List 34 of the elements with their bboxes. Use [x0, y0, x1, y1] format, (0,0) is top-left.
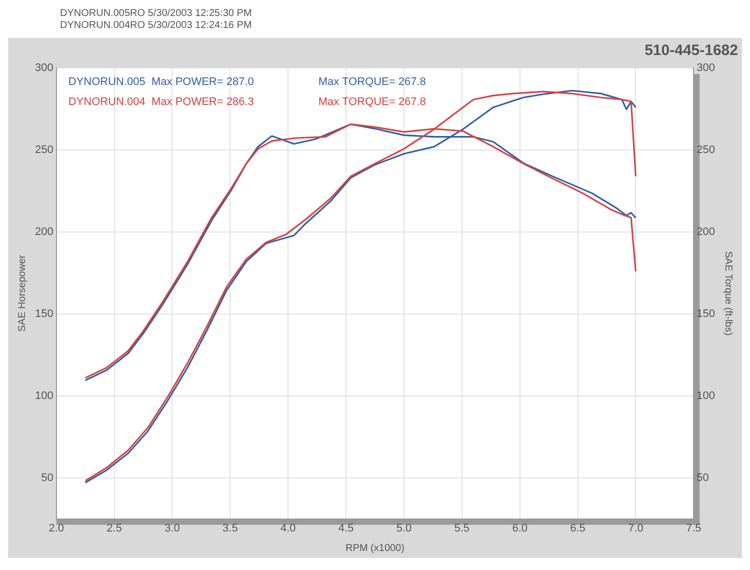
y-tick-label: 50 — [41, 472, 54, 484]
x-tick-label: 5.0 — [396, 522, 412, 534]
y-tick-label: 200 — [34, 226, 54, 238]
y-tick-label: 300 — [34, 62, 54, 74]
x-tick-label: 4.5 — [338, 522, 354, 534]
text: DYNORUN.005RO 5/30/2003 12:25:30 PM — [60, 8, 253, 20]
x-axis-title: RPM (x1000) — [346, 542, 404, 554]
y-tick-label: 100 — [34, 390, 54, 402]
x-tick-label: 3.0 — [164, 522, 180, 534]
chart-title: 510-445-1682 — [644, 42, 738, 60]
x-tick-label: 4.0 — [280, 522, 296, 534]
annotation: Max TORQUE= 267.8 — [318, 96, 426, 108]
y-tick-label: 250 — [34, 144, 54, 156]
y2-tick-label: 250 — [696, 144, 716, 156]
y2-tick-label: 50 — [696, 472, 709, 484]
x-tick-label: 7.5 — [686, 522, 702, 534]
x-tick-label: 6.0 — [512, 522, 528, 534]
y-axis-title: SAE Horsepower — [16, 254, 28, 332]
annotation: DYNORUN.005 Max POWER= 287.0 — [68, 76, 254, 88]
x-tick-label: 7.0 — [628, 522, 644, 534]
y-tick-label: 150 — [34, 308, 54, 320]
annotation: Max TORQUE= 267.8 — [318, 76, 426, 88]
y2-tick-label: 300 — [696, 62, 716, 74]
y2-axis-title: SAE Torque (ft-lbs) — [722, 251, 734, 336]
y2-tick-label: 200 — [696, 226, 716, 238]
y2-tick-label: 150 — [696, 308, 716, 320]
x-tick-label: 3.5 — [222, 522, 238, 534]
y2-tick-label: 100 — [696, 390, 716, 402]
x-tick-label: 2.0 — [48, 522, 64, 534]
text: DYNORUN.004RO 5/30/2003 12:24:16 PM — [60, 20, 253, 32]
annotation: DYNORUN.004 Max POWER= 286.3 — [68, 96, 254, 108]
x-tick-label: 5.5 — [454, 522, 470, 534]
x-tick-label: 6.5 — [570, 522, 586, 534]
x-tick-label: 2.5 — [106, 522, 122, 534]
